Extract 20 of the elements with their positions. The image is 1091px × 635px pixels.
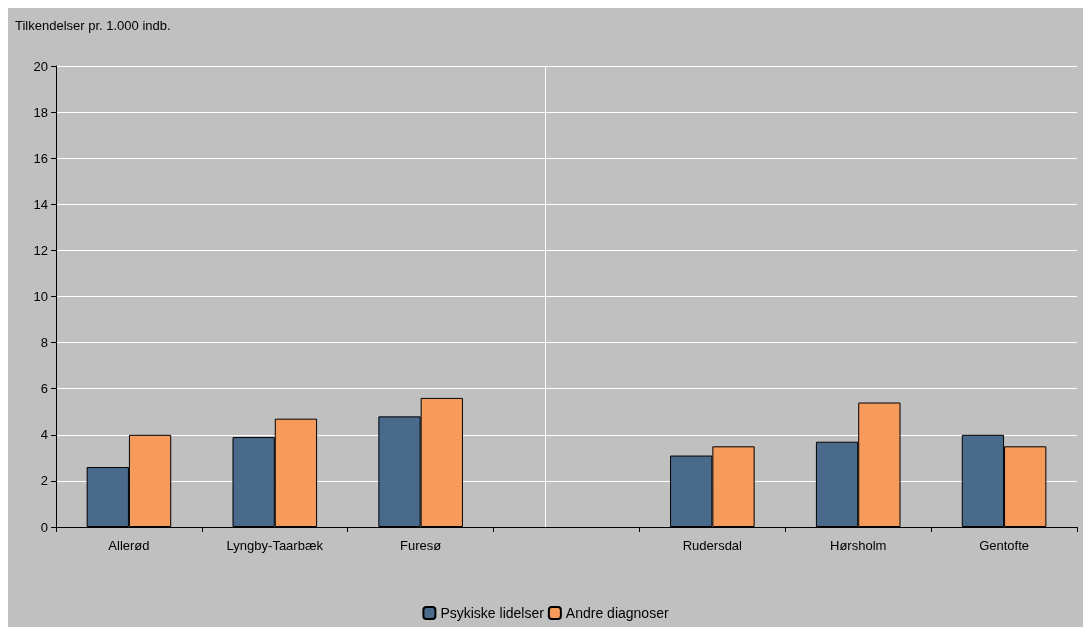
x-tick-label: Gentofte xyxy=(979,538,1030,553)
legend-label: Andre diagnoser xyxy=(565,605,669,621)
y-tick-label: 20 xyxy=(33,58,48,74)
x-tick-label: Rudersdal xyxy=(682,538,743,553)
x-tick-label: Hørsholm xyxy=(830,538,887,553)
y-tick-label: 2 xyxy=(40,473,48,489)
y-tick-label: 16 xyxy=(33,150,48,166)
y-tick-label: 0 xyxy=(40,519,48,535)
x-tick-label: Allerød xyxy=(108,538,150,553)
y-axis-title: Tilkendelser pr. 1.000 indb. xyxy=(15,18,171,33)
y-tick-label: 10 xyxy=(33,289,48,304)
y-tick-label: 14 xyxy=(33,196,48,212)
y-tick-label: 8 xyxy=(40,335,48,351)
y-tick-label: 18 xyxy=(33,104,48,120)
y-tick-label: 4 xyxy=(40,427,48,443)
legend-label: Psykiske lidelser xyxy=(440,605,545,621)
y-tick-label: 6 xyxy=(40,381,48,397)
x-tick-label: Lyngby-Taarbæk xyxy=(226,538,324,553)
x-tick-label: Furesø xyxy=(400,538,442,553)
y-tick-label: 12 xyxy=(33,242,48,258)
